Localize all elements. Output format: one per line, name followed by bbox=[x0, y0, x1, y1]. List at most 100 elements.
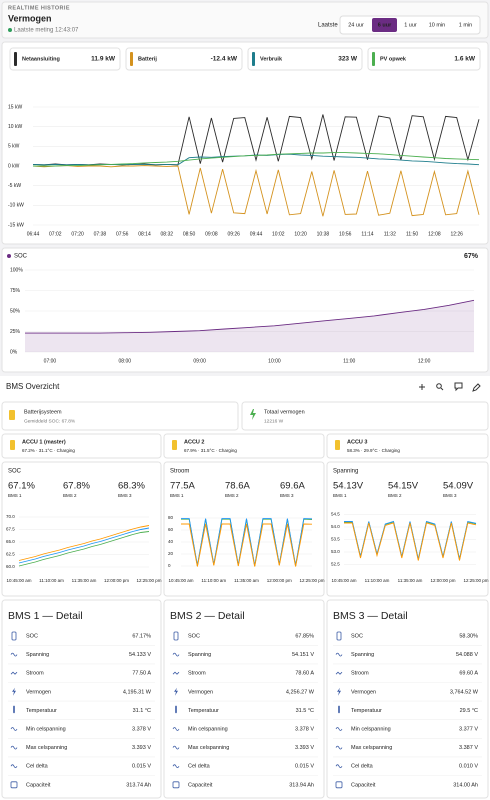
detail-value: 3,764.52 W bbox=[450, 689, 479, 695]
row-icon bbox=[335, 745, 343, 750]
y-tick-label: 70.0 bbox=[6, 514, 15, 519]
status-dot bbox=[8, 28, 12, 32]
detail-title: BMS 1 — Detail bbox=[8, 610, 83, 622]
add-button[interactable] bbox=[419, 384, 425, 390]
y-tick-label: 52.5 bbox=[331, 562, 340, 567]
range-button[interactable] bbox=[424, 18, 450, 32]
detail-value: 3.378 V bbox=[132, 726, 151, 732]
detail-value: 69.60 A bbox=[459, 671, 478, 677]
detail-value: 0.015 V bbox=[132, 764, 151, 770]
row-icon bbox=[335, 671, 343, 675]
legend-card[interactable] bbox=[367, 47, 481, 71]
row-icon bbox=[337, 687, 341, 696]
x-tick-label: 10:38 bbox=[317, 231, 330, 237]
x-tick-label: 11:32 bbox=[384, 231, 396, 237]
x-tick-label: 12:00:00 pm bbox=[104, 578, 129, 583]
mini-series-name: BMS 2 bbox=[388, 493, 402, 498]
detail-title: BMS 3 — Detail bbox=[333, 610, 408, 622]
detail-label: Max celspanning bbox=[351, 745, 392, 751]
series-line bbox=[32, 165, 480, 217]
accu-card bbox=[326, 433, 489, 459]
legend-card[interactable] bbox=[9, 47, 121, 71]
row-icon bbox=[172, 764, 180, 769]
range-button-label: 6 uur bbox=[378, 22, 392, 28]
mini-series-name: BMS 3 bbox=[280, 493, 294, 498]
range-button[interactable] bbox=[453, 18, 478, 32]
mini-series-name: BMS 3 bbox=[443, 493, 457, 498]
accu-icon bbox=[335, 440, 340, 450]
detail-value: 54.151 V bbox=[292, 652, 314, 658]
y-tick-label: 53.5 bbox=[331, 537, 340, 542]
detail-value: 77.50 A bbox=[132, 671, 151, 677]
x-tick-label: 10:20 bbox=[294, 231, 307, 237]
range-button-label: 1 min bbox=[459, 22, 472, 28]
y-tick-label: 54.5 bbox=[331, 512, 340, 517]
area bbox=[25, 300, 474, 352]
mini-latest: 54.09V bbox=[443, 481, 474, 492]
x-tick-label: 08:50 bbox=[183, 231, 196, 237]
legend-card[interactable] bbox=[247, 47, 363, 71]
x-tick-label: 07:56 bbox=[116, 231, 129, 237]
range-label: Laatste bbox=[318, 23, 338, 29]
detail-label: Temperatuur bbox=[188, 708, 219, 714]
row-icon bbox=[172, 671, 180, 675]
x-tick-label: 08:32 bbox=[161, 231, 174, 237]
mini-latest: 69.6A bbox=[280, 481, 305, 492]
search-button[interactable] bbox=[436, 383, 444, 391]
legend-card[interactable] bbox=[125, 47, 243, 71]
row-icon bbox=[336, 631, 342, 641]
accu-name: ACCU 1 (master) bbox=[22, 439, 66, 445]
mini-series-name: BMS 2 bbox=[225, 493, 239, 498]
row-icon bbox=[174, 687, 178, 696]
range-button[interactable] bbox=[400, 18, 421, 32]
range-button[interactable] bbox=[343, 18, 369, 32]
legend-value: -12.4 kW bbox=[211, 56, 238, 63]
bms-title: BMS Overzicht bbox=[6, 382, 60, 391]
row-icon bbox=[335, 781, 343, 789]
kicker: REALTIME HISTORIE bbox=[8, 5, 70, 11]
detail-value: 3.387 V bbox=[459, 745, 478, 751]
total-value: 12216 W bbox=[264, 418, 284, 424]
detail-value: 67.17% bbox=[132, 633, 151, 639]
detail-label: Temperatuur bbox=[26, 708, 57, 714]
detail-label: Min celspanning bbox=[188, 726, 228, 732]
detail-label: Cel delta bbox=[351, 764, 374, 770]
toolbar bbox=[419, 382, 481, 392]
mini-latest: 54.15V bbox=[388, 481, 419, 492]
bolt-icon bbox=[250, 409, 256, 420]
detail-label: Spanning bbox=[351, 652, 374, 658]
power-card bbox=[1, 41, 489, 245]
system-subtitle: Gemiddeld SOC: 67.8% bbox=[24, 418, 76, 424]
x-tick-label: 11:10:00 am bbox=[201, 578, 226, 583]
mini-latest: 77.5A bbox=[170, 481, 195, 492]
x-tick-label: 06:44 bbox=[27, 231, 40, 237]
detail-label: Cel delta bbox=[188, 764, 211, 770]
y-tick-label: -15 kW bbox=[8, 222, 24, 228]
row-icon bbox=[335, 764, 343, 769]
y-tick-label: 75% bbox=[10, 288, 21, 294]
row-icon bbox=[10, 652, 18, 657]
x-tick-label: 09:44 bbox=[250, 231, 263, 237]
series-line bbox=[18, 531, 150, 567]
mini-latest: 68.3% bbox=[118, 481, 145, 492]
mini-series-name: BMS 1 bbox=[170, 493, 184, 498]
x-tick-label: 10:45:00 am bbox=[6, 578, 31, 583]
legend-swatch bbox=[252, 52, 255, 66]
detail-value: 54.133 V bbox=[129, 652, 151, 658]
comment-button[interactable] bbox=[454, 382, 463, 392]
detail-value: 3.393 V bbox=[132, 745, 151, 751]
y-tick-label: 50% bbox=[10, 308, 21, 314]
soc-dot bbox=[7, 254, 11, 258]
total-title: Totaal vermogen bbox=[264, 409, 305, 415]
system-title: Batterijsysteem bbox=[24, 409, 62, 415]
row-icon bbox=[10, 764, 18, 769]
range-button[interactable] bbox=[372, 18, 397, 32]
detail-label: Stroom bbox=[26, 671, 44, 677]
x-tick-label: 10:02 bbox=[272, 231, 285, 237]
detail-label: Vermogen bbox=[188, 689, 213, 695]
accu-name: ACCU 2 bbox=[184, 439, 204, 445]
edit-button[interactable] bbox=[472, 383, 481, 392]
legend-value: 1.6 kW bbox=[454, 56, 475, 63]
page-title: Vermogen bbox=[8, 13, 52, 23]
series-line bbox=[18, 527, 150, 564]
